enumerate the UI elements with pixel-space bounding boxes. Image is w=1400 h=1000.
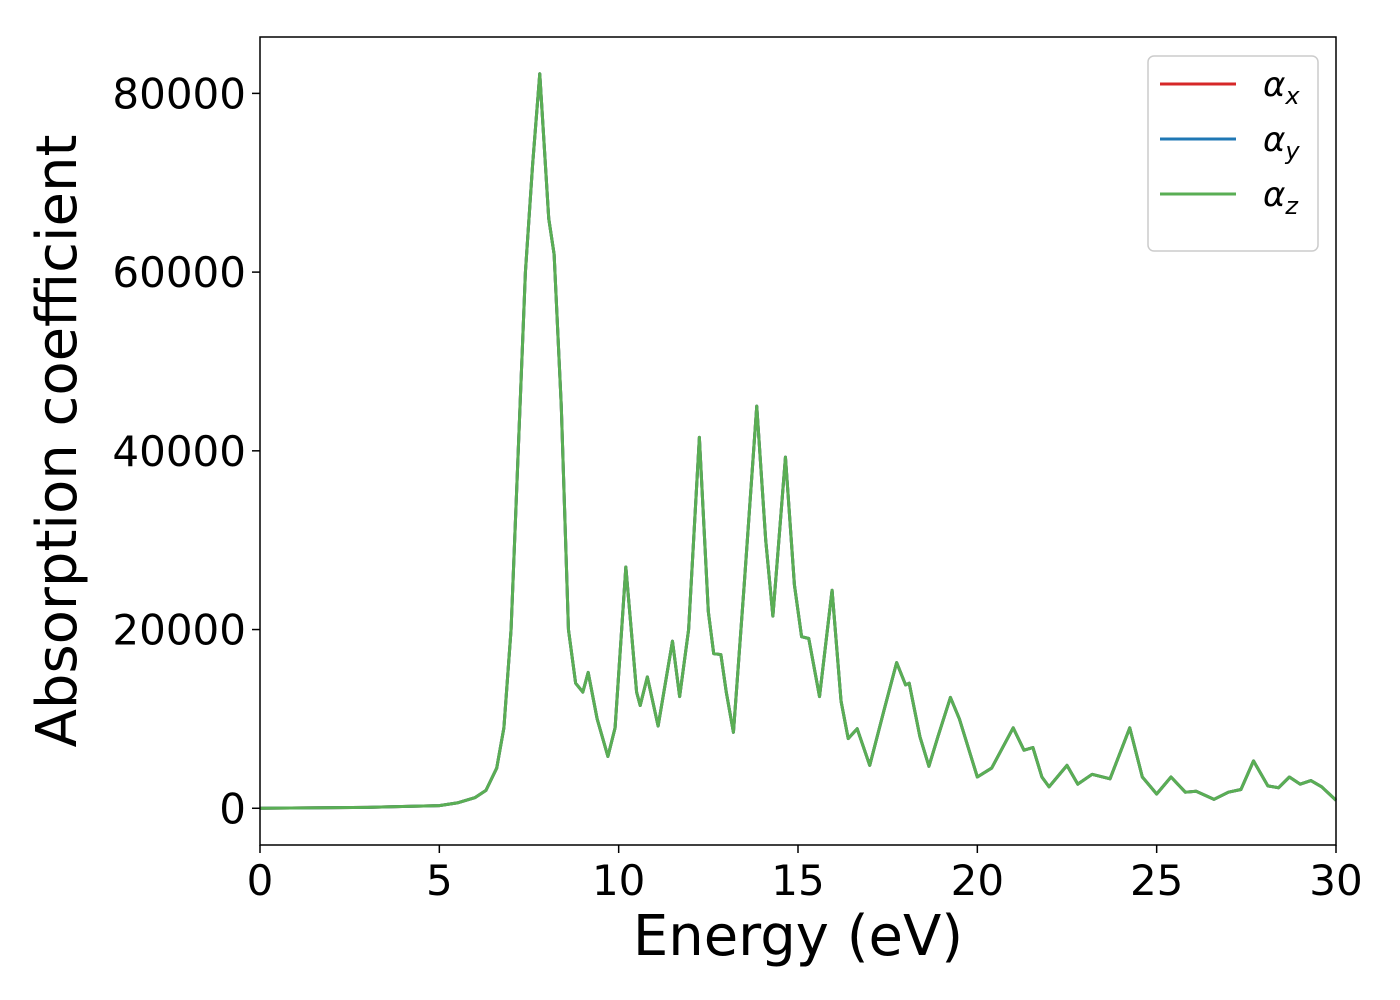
y-tick-label: 40000 [112,427,246,476]
legend-box [1147,55,1319,252]
x-tick-label: 15 [771,856,824,905]
y-tick-label: 20000 [112,606,246,655]
y-tick-label: 60000 [112,248,246,297]
y-axis-label: Absorption coefficient [25,135,90,748]
x-tick-label: 20 [951,856,1004,905]
y-tick-label: 0 [219,784,246,833]
y-tick-label: 80000 [112,69,246,118]
series-line [259,72,1338,810]
legend-label: αz [1263,175,1299,220]
x-tick-label: 5 [426,856,453,905]
x-axis-label: Energy (eV) [633,904,963,969]
x-tick-label: 30 [1309,856,1362,905]
legend-label: αx [1263,65,1300,110]
plot-frame [259,36,1337,846]
legend-label: αy [1263,120,1300,165]
x-tick-label: 0 [247,856,274,905]
x-tick-label: 25 [1130,856,1183,905]
x-tick-label: 10 [592,856,645,905]
